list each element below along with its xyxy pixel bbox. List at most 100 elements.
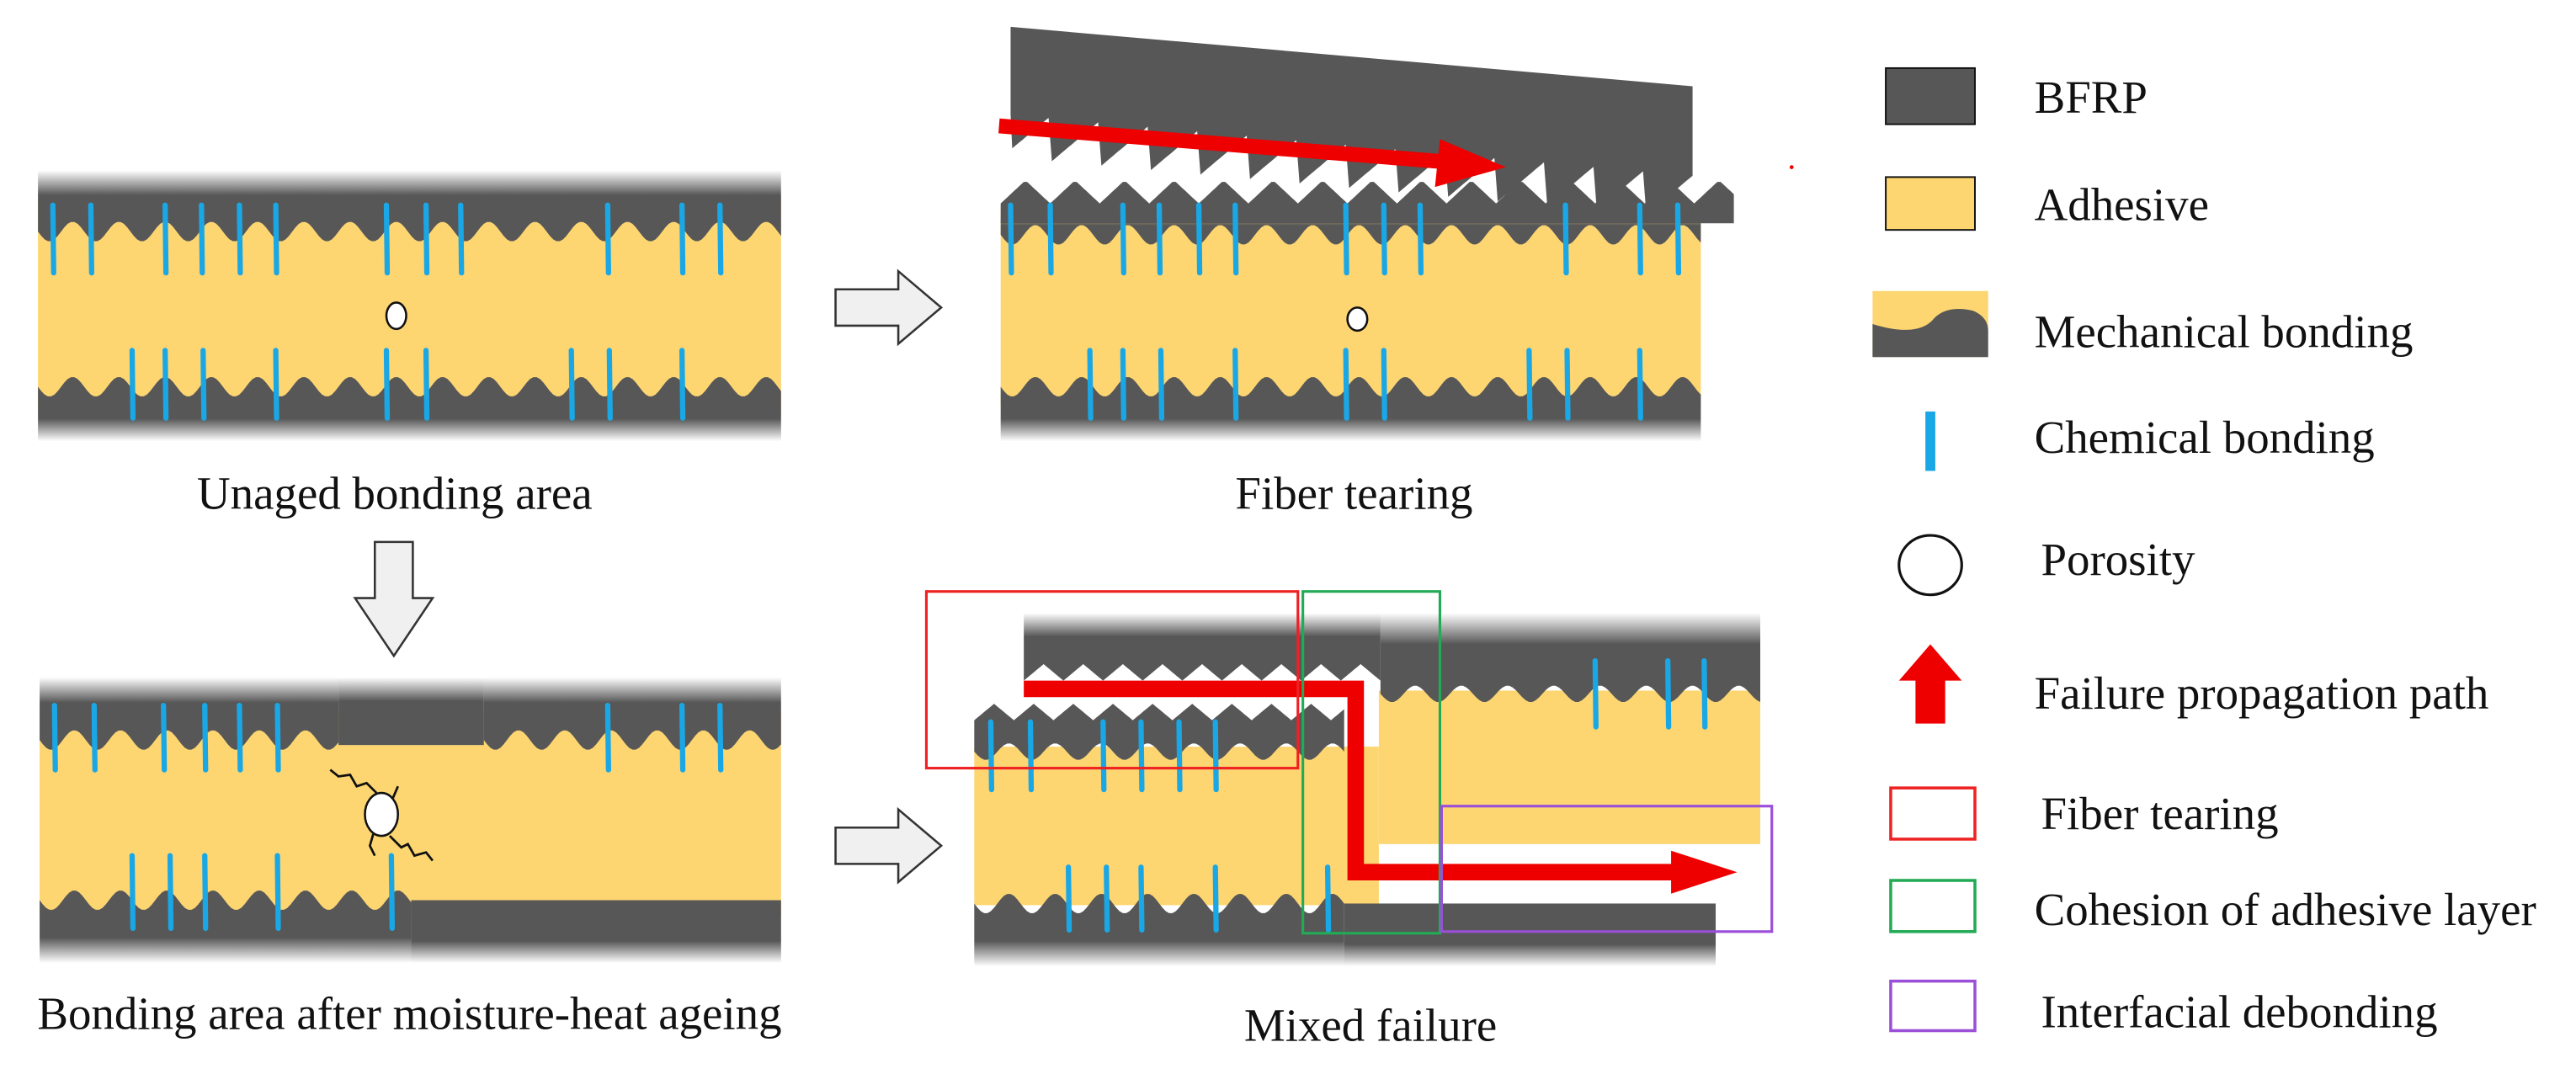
caption-unaged: Unaged bonding area (197, 468, 593, 519)
mechanical-bonding-swatch-icon (1872, 309, 1988, 358)
chemical-bond-mark (1065, 864, 1072, 933)
bfrp-swatch (1885, 66, 1976, 125)
chemical-bond-mark (1526, 348, 1533, 421)
chemical-bond-mark (129, 348, 136, 421)
chemical-bond-mark (50, 202, 56, 276)
chemical-bond-mark (237, 202, 243, 276)
chemical-bond-mark (1343, 348, 1349, 421)
chemical-bond-mark (1232, 348, 1239, 421)
legend-label-chemical: Chemical bonding (2035, 412, 2375, 463)
chemical-bond-mark (717, 702, 724, 773)
bfrp-bottom-plate (1000, 377, 1701, 442)
stray-red-dot (1789, 165, 1794, 169)
process-arrow-right (834, 806, 944, 885)
torn-bfrp-plate (1010, 26, 1693, 215)
chemical-bond-mark (167, 853, 174, 932)
bfrp-bottom-plate (38, 377, 781, 442)
chemical-bond-mark (1564, 348, 1571, 421)
legend-label-cohesion: Cohesion of adhesive layer (2035, 884, 2536, 935)
chemical-bond-mark (388, 853, 396, 932)
bfrp-upper-plate-right (1380, 613, 1760, 702)
crack-line (391, 785, 399, 799)
legend-label-interfacial: Interfacial debonding (2041, 986, 2437, 1038)
chemical-bond-mark (51, 702, 58, 773)
process-arrow-right (834, 268, 944, 347)
adhesive-swatch (1885, 176, 1976, 231)
chemical-bond-mark (1637, 348, 1643, 421)
chemical-bond-mark (1381, 202, 1387, 276)
bfrp-top-plate (38, 170, 781, 242)
pore-mark (1346, 306, 1369, 332)
bfrp-top-residual (1000, 182, 1734, 224)
chemical-bond-mark (1637, 202, 1643, 276)
pore-mark (385, 301, 407, 331)
cohesion-swatch-icon (1889, 879, 1977, 933)
chemical-bond-mark (1343, 202, 1349, 276)
process-arrow-down (353, 540, 435, 658)
chemical-bond-mark (717, 202, 724, 276)
chemical-bond-mark (1417, 202, 1424, 276)
chemical-bond-mark (129, 853, 136, 932)
chemical-bond-mark (604, 202, 611, 276)
cohesion-region-box (1301, 590, 1442, 935)
bfrp-top-plate-right (483, 677, 781, 750)
caption-aged: Bonding area after moisture-heat ageing (37, 988, 781, 1039)
legend: BFRP Adhesive Mechanical bonding Chemica… (2035, 72, 2536, 1038)
chemical-bond-mark (273, 348, 279, 421)
chemical-bond-mark (1100, 719, 1107, 793)
chemical-bond-mark (1104, 864, 1110, 933)
chemical-bond-mark (423, 348, 430, 421)
chemical-bond-mark (679, 702, 686, 773)
chemical-bond-mark (987, 719, 995, 793)
pore-mark (364, 791, 400, 837)
bfrp-lower-plate-right (1344, 903, 1716, 966)
legend-label-failure-path: Failure propagation path (2035, 667, 2489, 719)
chemical-bond-mark (1195, 202, 1203, 276)
chemical-bond-mark (1176, 719, 1183, 793)
bfrp-top-plate-left (40, 677, 339, 750)
chemical-bond-mark (423, 202, 430, 276)
failure-path-arrow-shaft (998, 118, 1450, 170)
chemical-bond-mark (1138, 864, 1145, 933)
failure-path-arrow-head (1671, 850, 1738, 894)
chemical-bond-mark (273, 202, 279, 276)
legend-label-bfrp: BFRP (2035, 72, 2148, 123)
chemical-bond-mark (1156, 202, 1163, 276)
chemical-bond-mark (606, 348, 613, 421)
chemical-bond-mark (161, 702, 168, 773)
chemical-bond-mark (679, 348, 686, 421)
failure-path-arrow-shaft (1024, 680, 1676, 880)
legend-label-porosity: Porosity (2041, 534, 2195, 585)
chemical-bond-mark (237, 702, 243, 773)
caption-mixed-failure: Mixed failure (1244, 999, 1497, 1050)
chemical-bond-mark (383, 348, 391, 421)
chemical-bond-mark (1701, 657, 1708, 730)
chemical-bond-mark (1158, 348, 1165, 421)
chemical-bond-mark (1120, 202, 1126, 276)
chemical-bond-mark (162, 348, 169, 421)
crack-line (368, 833, 376, 857)
chemical-bond-mark (1087, 348, 1094, 421)
adhesive-lower-left (974, 747, 1379, 906)
crack-line (329, 768, 378, 795)
bfrp-torn-fragment (974, 704, 1344, 760)
chemical-bond-mark (1381, 348, 1387, 421)
chemical-bond-mark (383, 202, 391, 276)
chemical-bond-mark (1120, 348, 1126, 421)
failure-path-swatch-icon (1898, 644, 1962, 724)
caption-fiber-tearing: Fiber tearing (1235, 468, 1472, 519)
chemical-bond-mark (1232, 202, 1239, 276)
diagram-shapes (38, 26, 1988, 1033)
chemical-bond-mark (1027, 719, 1035, 793)
chemical-bond-mark (1665, 657, 1672, 730)
adhesive-layer (1000, 206, 1701, 406)
chemical-bond-mark (458, 202, 465, 276)
chemical-bond-mark (199, 202, 205, 276)
interfacial-debonding-region-box (1440, 805, 1774, 933)
chemical-bond-mark (1138, 719, 1145, 793)
chemical-bond-mark (1674, 202, 1682, 276)
fiber-tearing-region-box (924, 590, 1300, 770)
legend-label-adhesive: Adhesive (2035, 178, 2209, 230)
legend-label-mechanical: Mechanical bonding (2035, 306, 2414, 357)
chemical-bond-mark (200, 348, 207, 421)
